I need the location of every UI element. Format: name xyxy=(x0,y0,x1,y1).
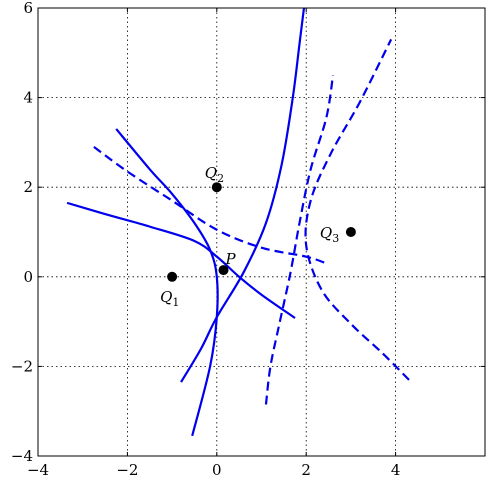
y-tick-label: 0 xyxy=(23,268,33,286)
point-label-q1: Q1 xyxy=(160,288,179,309)
axis-ticks: −4 −2 0 2 4 −4 −2 0 2 4 6 xyxy=(11,0,485,479)
points-layer: P Q1 Q2 Q3 xyxy=(160,164,356,309)
y-tick-label: 6 xyxy=(23,0,33,17)
y-tick-label: 4 xyxy=(23,89,33,107)
series-line-2-solid xyxy=(115,128,219,437)
plot-frame xyxy=(37,7,486,457)
point-marker-p xyxy=(218,265,229,276)
point-marker-q1 xyxy=(167,271,178,282)
x-tick-label: −2 xyxy=(116,461,138,479)
point-label-q3: Q3 xyxy=(320,224,339,245)
x-tick-label: −4 xyxy=(27,461,49,479)
point-label-p: P xyxy=(225,250,237,268)
point-marker-q3 xyxy=(345,227,356,237)
series-line-6-dashed xyxy=(304,38,410,381)
series-line-5-dashed xyxy=(264,75,335,405)
series-line-3-solid xyxy=(180,7,306,383)
x-tick-label: 4 xyxy=(391,461,401,479)
x-tick-label: 0 xyxy=(212,461,222,479)
series-layer xyxy=(66,7,410,437)
y-tick-label: 2 xyxy=(23,178,33,196)
series-line-4-dashed xyxy=(93,145,327,265)
series-line-1-solid xyxy=(66,201,296,319)
y-tick-label: −2 xyxy=(11,357,33,375)
point-marker-q2 xyxy=(211,182,222,193)
y-tick-label: −4 xyxy=(11,447,33,465)
point-label-q2: Q2 xyxy=(205,164,224,185)
x-tick-label: 2 xyxy=(301,461,311,479)
